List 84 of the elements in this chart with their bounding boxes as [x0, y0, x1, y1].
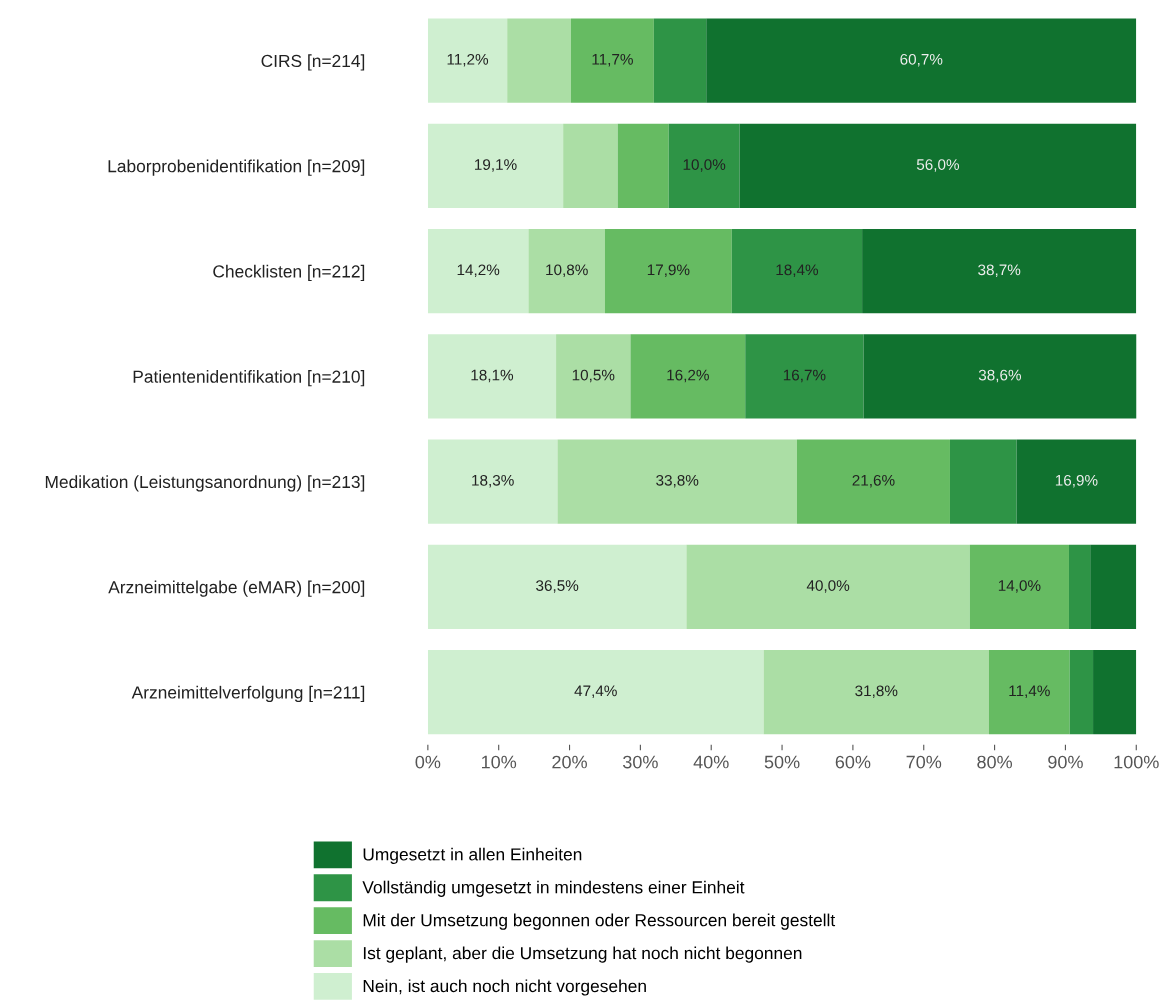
legend-label: Nein, ist auch noch nicht vorgesehen: [363, 979, 646, 996]
bar: [528, 229, 605, 314]
bar: [1093, 650, 1137, 735]
data-label: 10,8%: [546, 264, 588, 278]
x-tick-label: 10%: [482, 755, 517, 769]
bar: [731, 229, 863, 314]
data-label: 31,8%: [855, 685, 898, 699]
bar: [427, 650, 764, 735]
data-label: 18,4%: [776, 264, 819, 278]
data-label: 16,9%: [1055, 474, 1098, 488]
bar: [563, 123, 618, 208]
x-tick-label: 0%: [415, 755, 441, 769]
y-tick-label: Arzneimittelgabe (eMAR) [n=200]: [108, 580, 365, 597]
bar: [949, 439, 1017, 524]
bar: [630, 334, 746, 419]
legend-label: Ist geplant, aber die Umsetzung hat noch nicht begonnen: [363, 946, 802, 963]
x-tick-label: 60%: [835, 755, 871, 769]
data-label: 16,2%: [667, 369, 709, 383]
bar: [427, 439, 558, 524]
x-tick-label: 30%: [623, 755, 658, 769]
y-tick-label: CIRS [n=214]: [261, 54, 365, 71]
bar: [653, 18, 707, 103]
data-label: 11,7%: [592, 53, 633, 67]
x-tick-label: 20%: [552, 755, 587, 769]
bar: [427, 18, 508, 103]
bar: [739, 123, 1137, 208]
bar: [988, 650, 1070, 735]
bar: [556, 334, 631, 419]
bar: [427, 123, 564, 208]
bar: [706, 18, 1137, 103]
bar: [969, 544, 1069, 629]
x-tick-label: 50%: [764, 755, 800, 769]
data-label: 14,0%: [998, 580, 1041, 593]
x-tick-label: 70%: [906, 755, 942, 769]
data-label: 33,8%: [656, 474, 699, 488]
data-label: 10,5%: [572, 369, 615, 383]
bar: [427, 334, 557, 419]
data-label: 47,4%: [574, 685, 617, 699]
x-tick-label: 90%: [1048, 755, 1083, 769]
data-label: 36,5%: [536, 580, 579, 593]
bar: [763, 650, 989, 735]
bar: [507, 18, 571, 103]
bar: [863, 334, 1137, 419]
data-label: 56,0%: [916, 159, 960, 172]
legend-label: Mit der Umsetzung begonnen oder Ressourcen bereit gestellt: [363, 913, 836, 930]
x-tick-label: 80%: [977, 755, 1013, 769]
data-label: 11,4%: [1009, 685, 1050, 699]
legend-label: Vollständig umgesetzt in mindestens einer Einheit: [362, 880, 745, 897]
y-tick-label: Patientenidentifikation [n=210]: [133, 370, 365, 387]
bar: [557, 439, 797, 524]
data-label: 40,0%: [806, 580, 850, 593]
y-tick-label: Arzneimittelverfolgung [n=211]: [131, 685, 365, 703]
bar: [570, 18, 654, 103]
bar: [604, 229, 732, 314]
data-label: 18,3%: [472, 474, 514, 488]
legend-label: Umgesetzt in allen Einheiten: [363, 847, 582, 864]
data-label: 60,7%: [900, 53, 943, 67]
y-tick-label: Checklisten [n=212]: [213, 264, 365, 282]
bar: [1069, 650, 1094, 735]
bar: [1068, 544, 1091, 629]
data-label: 16,7%: [783, 369, 826, 383]
bar: [668, 123, 740, 208]
data-label: 17,9%: [647, 264, 690, 278]
bar: [1016, 439, 1137, 524]
data-label: 14,2%: [457, 264, 500, 278]
y-tick-label: Laborprobenidentifikation [n=209]: [108, 159, 365, 176]
x-tick-label: 100%: [1114, 755, 1159, 769]
bar: [617, 123, 669, 208]
bar: [427, 229, 529, 314]
y-tick-label: Medikation (Leistungsanordnung) [n=213]: [45, 475, 365, 492]
data-label: 10,0%: [683, 159, 726, 172]
data-label: 18,1%: [471, 369, 514, 383]
data-label: 19,1%: [475, 159, 517, 172]
data-label: 21,6%: [852, 474, 895, 488]
data-label: 38,6%: [978, 369, 1022, 383]
bar: [862, 229, 1137, 314]
bar: [745, 334, 864, 419]
bar: [1090, 544, 1137, 629]
x-tick-label: 40%: [693, 755, 729, 769]
data-label: 38,7%: [978, 264, 1021, 278]
bar: [686, 544, 970, 629]
data-label: 11,2%: [447, 53, 489, 67]
bar: [796, 439, 950, 524]
bar: [427, 544, 687, 629]
